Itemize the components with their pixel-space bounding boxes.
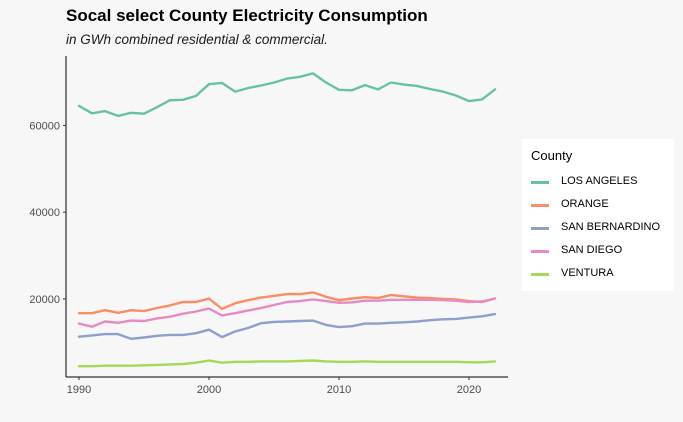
series-line-los-angeles [77,72,497,118]
legend-label: SAN BERNARDINO [561,221,661,233]
legend-label: LOS ANGELES [561,175,638,187]
legend-swatch [531,227,549,230]
x-tick-label: 1990 [67,384,91,396]
x-tick-label: 2020 [457,384,481,396]
series-line-san-diego [77,297,497,328]
legend-swatch [531,204,549,207]
legend-item: LOS ANGELES [531,173,671,191]
series-line-ventura [77,359,497,368]
legend-swatch [531,250,549,253]
chart-title: Socal select County Electricity Consumpt… [66,6,428,25]
legend: County LOS ANGELES ORANGE SAN BERNARDINO SA… [522,139,674,291]
x-tick-label: 2010 [327,384,351,396]
axes: 20000 40000 60000 1990 2000 2010 2020 [29,56,508,396]
y-tick-label: 20000 [29,294,60,306]
series-lines [77,72,497,368]
legend-label: ORANGE [561,198,609,210]
chart-subtitle: in GWh combined residential & commercial… [66,32,328,47]
series-line-orange [77,291,497,315]
legend-item: ORANGE [531,196,671,214]
legend-label: VENTURA [561,267,614,279]
legend-item: SAN DIEGO [531,242,671,260]
legend-swatch [531,181,549,184]
legend-label: SAN DIEGO [561,244,623,256]
y-tick-label: 60000 [29,120,60,132]
y-tick-label: 40000 [29,207,60,219]
legend-title: County [531,148,573,163]
legend-item: VENTURA [531,265,671,283]
legend-item: SAN BERNARDINO [531,219,671,237]
x-tick-label: 2000 [197,384,221,396]
legend-swatch [531,273,549,276]
series-line-san-bernardino [77,312,497,340]
